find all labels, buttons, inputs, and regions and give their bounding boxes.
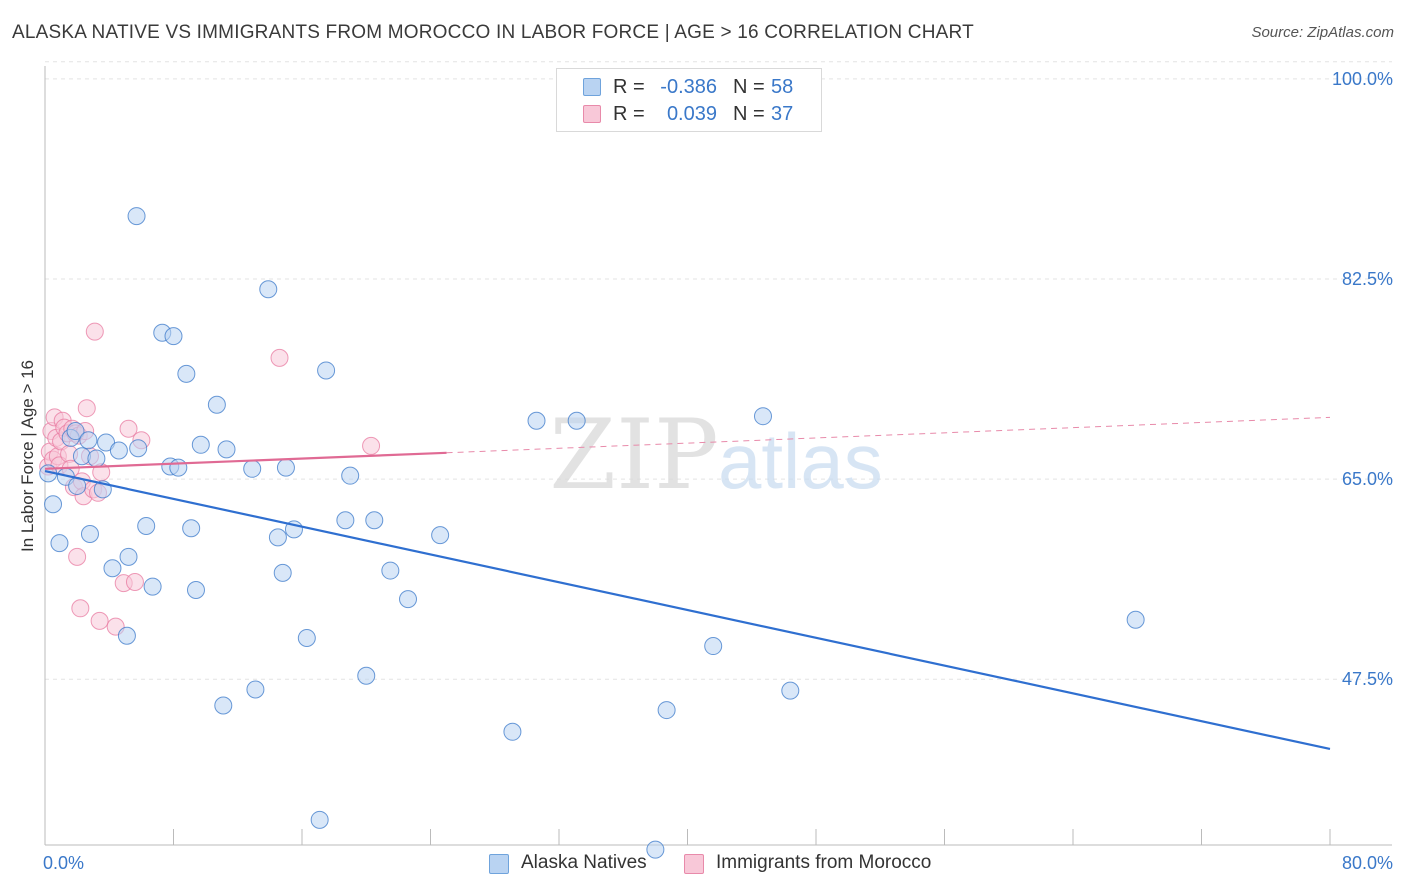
stats-swatch-alaska: [583, 78, 601, 96]
morocco-point: [85, 322, 104, 341]
alaska-native-point: [66, 422, 85, 441]
x-tick-label-max: 80.0%: [1342, 853, 1393, 873]
morocco-point: [71, 599, 90, 618]
alaska-native-point: [781, 681, 800, 700]
alaska-native-point: [310, 810, 329, 829]
alaska-native-point: [704, 637, 723, 656]
stats-r-value: 0.039: [666, 103, 717, 125]
stats-r-label: R =: [613, 76, 645, 98]
alaska-native-point: [381, 561, 400, 580]
alaska-native-point: [214, 696, 233, 715]
morocco-point: [125, 573, 144, 591]
y-tick-label: 65.0%: [1342, 469, 1393, 489]
alaska-native-point: [341, 466, 360, 485]
legend-label: Alaska Natives: [521, 852, 647, 873]
morocco-point: [90, 611, 109, 630]
alaska-native-point: [243, 459, 262, 478]
alaska-native-point: [246, 680, 265, 699]
stats-box: R = -0.386 N = 58 R = 0.039 N = 37: [556, 68, 822, 132]
alaska-native-point: [1126, 610, 1145, 629]
alaska-native-point: [127, 207, 146, 226]
stats-row-morocco: R = 0.039 N = 37: [557, 101, 821, 127]
watermark-atlas: atlas: [718, 417, 883, 505]
stats-n-label: N =: [733, 103, 765, 125]
morocco-point: [68, 547, 87, 566]
y-tick-label: 82.5%: [1342, 269, 1393, 289]
chart-source: Source: ZipAtlas.com: [1251, 24, 1394, 41]
x-tick-label-min: 0.0%: [43, 853, 84, 873]
grid-layer: [45, 61, 1392, 680]
alaska-native-point: [164, 327, 183, 346]
trend-line-morocco-extended: [446, 416, 1331, 454]
alaska-native-point: [753, 407, 772, 426]
morocco-point: [270, 348, 289, 367]
legend: Alaska Natives Immigrants from Morocco: [0, 852, 1406, 878]
alaska-native-point: [169, 458, 188, 477]
alaska-native-point: [186, 581, 205, 600]
alaska-native-point: [503, 722, 522, 741]
alaska-native-point: [87, 449, 106, 468]
alaska-native-point: [117, 626, 136, 645]
alaska-native-point: [80, 524, 99, 543]
morocco-point: [77, 399, 96, 418]
stats-row-alaska: R = -0.386 N = 58: [557, 74, 821, 100]
alaska-native-point: [143, 577, 162, 596]
stats-n-label: N =: [733, 76, 765, 98]
alaska-native-point: [365, 511, 384, 530]
trend-line-alaska: [44, 470, 1331, 751]
y-tick-label: 47.5%: [1342, 669, 1393, 689]
alaska-native-point: [103, 559, 122, 578]
alaska-native-point: [336, 511, 355, 530]
alaska-native-point: [357, 666, 376, 685]
alaska-native-point: [268, 528, 287, 547]
alaska-native-point: [129, 439, 148, 458]
alaska-native-point: [317, 361, 336, 380]
trend-layer: [44, 416, 1331, 751]
legend-swatch-alaska: [489, 854, 509, 874]
stats-swatch-morocco: [583, 105, 601, 123]
stats-r-value: -0.386: [660, 76, 717, 98]
alaska-native-point: [527, 411, 546, 430]
y-tick-label: 100.0%: [1332, 69, 1393, 89]
stats-r-label: R =: [613, 103, 645, 125]
alaska-native-point: [137, 516, 156, 535]
alaska-native-point: [109, 441, 128, 460]
alaska-native-point: [97, 433, 116, 452]
alaska-native-point: [276, 458, 295, 477]
trend-line-morocco: [44, 451, 447, 470]
stats-n-value: 37: [771, 103, 794, 125]
alaska-native-point: [259, 280, 278, 299]
morocco-point: [119, 419, 138, 438]
alaska-native-point: [431, 526, 450, 545]
alaska-native-point: [191, 435, 210, 454]
alaska-native-point: [79, 431, 98, 450]
watermark: ZIP atlas: [549, 399, 882, 511]
alaska-native-point: [567, 411, 586, 430]
alaska-native-point: [119, 547, 138, 566]
tick-label-layer: 47.5% 65.0% 82.5% 100.0% 0.0% 80.0%: [43, 69, 1393, 873]
stats-n-value: 58: [771, 76, 794, 98]
alaska-native-point: [217, 440, 236, 459]
alaska-native-point: [273, 563, 292, 582]
alaska-native-point: [399, 590, 418, 609]
alaska-native-point: [50, 534, 69, 553]
alaska-native-point: [646, 840, 665, 859]
alaska-native-point: [44, 495, 63, 514]
alaska-native-point: [657, 701, 676, 720]
chart-title: ALASKA NATIVE VS IMMIGRANTS FROM MOROCCO…: [12, 22, 974, 43]
points-layer: [39, 207, 1145, 859]
legend-swatch-morocco: [684, 854, 704, 874]
alaska-native-point: [177, 364, 196, 383]
alaska-native-point: [297, 629, 316, 648]
morocco-point: [362, 436, 381, 455]
y-axis-label: In Labor Force | Age > 16: [18, 359, 37, 553]
legend-label: Immigrants from Morocco: [716, 852, 932, 873]
alaska-native-point: [182, 519, 201, 538]
alaska-native-point: [207, 395, 226, 414]
